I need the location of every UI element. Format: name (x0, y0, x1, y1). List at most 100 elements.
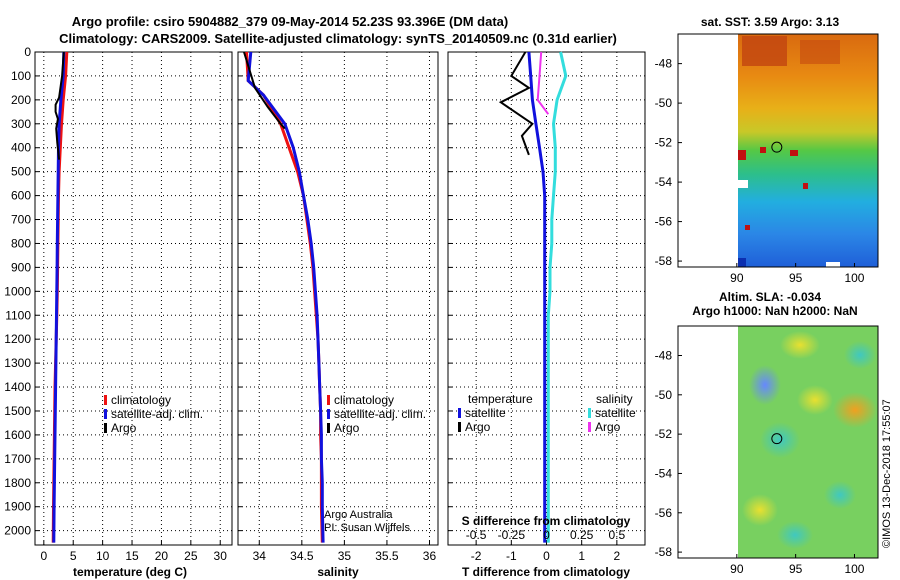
legend-label: satellite (595, 406, 636, 420)
map-lon-label: 90 (730, 562, 744, 576)
series-line-argo (54, 51, 65, 160)
legend-swatch (104, 395, 107, 405)
legend-swatch (458, 408, 461, 418)
pi-note: PI: Susan Wijffels (324, 522, 410, 534)
series-line-salinity-satellite (546, 51, 568, 543)
legend-label: Argo (111, 421, 137, 435)
map-lat-label: -52 (655, 427, 673, 441)
s-diff-tick-label: 0 (543, 528, 550, 542)
map-lat-label: -56 (655, 215, 673, 229)
temperature-xlabel: temperature (deg C) (73, 565, 187, 579)
legend-label: satellite-adj. clim. (111, 407, 203, 421)
depth-tick-label: 200 (11, 93, 31, 107)
x-tick-label: 36 (423, 549, 437, 563)
x-tick-label: 1 (578, 549, 585, 563)
x-tick-label: 30 (214, 549, 228, 563)
legend-swatch (588, 408, 591, 418)
map-frame (677, 325, 879, 559)
depth-tick-label: 1700 (4, 452, 31, 466)
depth-tick-label: 900 (11, 260, 31, 274)
legend-swatch (327, 409, 330, 419)
depth-tick-label: 700 (11, 213, 31, 227)
x-tick-label: 0 (543, 549, 550, 563)
depth-tick-label: 1600 (4, 428, 31, 442)
sst-field (738, 34, 878, 267)
depth-tick-label: 1300 (4, 356, 31, 370)
depth-tick-label: 2000 (4, 524, 31, 538)
depth-tick-label: 400 (11, 141, 31, 155)
x-tick-label: 25 (184, 549, 198, 563)
x-tick-label: -2 (471, 549, 482, 563)
legend-label: Argo (465, 420, 491, 434)
x-tick-label: 0 (40, 549, 47, 563)
legend-swatch (458, 422, 461, 432)
argo-location-marker (771, 141, 783, 153)
map-lat-label: -48 (655, 348, 673, 362)
sla-map: 90 95 100 -48 -50 -52 -54 -56 -58 (655, 325, 879, 576)
map-lon-label: 90 (730, 271, 744, 285)
legend-label: climatology (334, 393, 394, 407)
map-lon-label: 100 (844, 562, 864, 576)
x-tick-label: 20 (155, 549, 169, 563)
x-tick-label: 35.5 (375, 549, 399, 563)
depth-tick-label: 1900 (4, 500, 31, 514)
legend-label: satellite-adj. clim. (334, 407, 426, 421)
t-difference-xlabel: T difference from climatology (462, 565, 630, 579)
x-tick-label: -1 (506, 549, 517, 563)
map-lon-label: 100 (844, 271, 864, 285)
plot-frame (34, 51, 233, 546)
series-line-satellite-adj-clim- (246, 51, 325, 543)
depth-tick-label: 800 (11, 236, 31, 250)
plot-frame (237, 51, 439, 546)
x-tick-label: 10 (96, 549, 110, 563)
series-line-argo (243, 51, 286, 130)
x-tick-label: 5 (70, 549, 77, 563)
figure-title-line1: Argo profile: csiro 5904882_379 09-May-2… (72, 14, 508, 29)
series-line-salinity-argo (536, 51, 550, 115)
depth-tick-label: 300 (11, 117, 31, 131)
map-lon-label: 95 (789, 562, 803, 576)
depth-tick-label: 1400 (4, 380, 31, 394)
x-tick-label: 2 (614, 549, 621, 563)
depth-tick-label: 600 (11, 189, 31, 203)
map-lat-label: -56 (655, 506, 673, 520)
depth-tick-label: 500 (11, 165, 31, 179)
s-diff-tick-label: 0.25 (570, 528, 594, 542)
x-tick-label: 15 (125, 549, 139, 563)
map-lat-label: -54 (655, 175, 673, 189)
sla-map-title: Altim. SLA: -0.034 (719, 290, 821, 304)
map-lat-label: -58 (655, 254, 673, 268)
argo-australia-note: Argo Australia (324, 509, 393, 521)
map-lat-label: -50 (655, 388, 673, 402)
salinity-xlabel: salinity (317, 565, 359, 579)
depth-tick-label: 1100 (5, 308, 31, 322)
depth-tick-label: 100 (11, 69, 31, 83)
legend-swatch (588, 422, 591, 432)
series-line-temperature-argo (498, 51, 534, 156)
salinity-profile-panel: 34 34.5 35 35.5 36 climatologysatellite-adj. … (237, 51, 439, 563)
sst-map: 90 95 100 -48 -50 -52 -54 -56 -58 (655, 33, 879, 285)
map-lon-label: 95 (789, 271, 803, 285)
legend-title-salinity: salinity (596, 392, 633, 406)
imos-credit: ©IMOS 13-Dec-2018 17:55:07 (881, 399, 893, 548)
map-frame (677, 33, 879, 268)
series-line-temperature-satellite (527, 51, 547, 543)
x-tick-label: 35 (338, 549, 352, 563)
map-lat-label: -48 (655, 57, 673, 71)
legend-label: Argo (334, 421, 360, 435)
difference-profile-panel: -2 -1 0 1 2-0.5 -0.25 0 0.25 0.5temperaturesatel… (447, 51, 646, 563)
argo-location-marker (771, 433, 783, 445)
legend-swatch (104, 423, 107, 433)
sla-map-subtitle: Argo h1000: NaN h2000: NaN (692, 304, 857, 318)
series-line-satellite-adj-clim- (52, 51, 66, 543)
depth-tick-label: 1500 (4, 404, 31, 418)
map-lat-label: -54 (655, 466, 673, 480)
legend-label: Argo (595, 420, 621, 434)
depth-tick-label: 1000 (4, 284, 31, 298)
legend-label: climatology (111, 393, 171, 407)
depth-tick-label: 0 (24, 45, 31, 59)
depth-tick-label: 1200 (4, 332, 31, 346)
temperature-profile-panel: 0 5 10 15 20 25 300100200300400500600700800900… (4, 45, 233, 563)
s-diff-tick-label: -0.25 (498, 528, 526, 542)
